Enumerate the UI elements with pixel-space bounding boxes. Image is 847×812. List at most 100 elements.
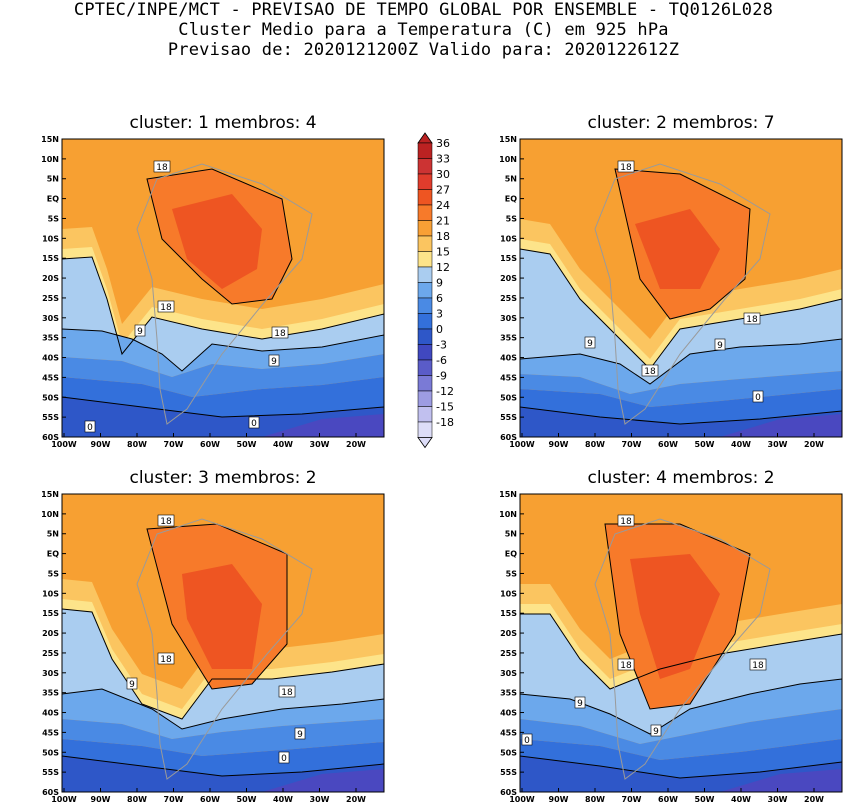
panel-title: cluster: 1 membros: 4	[129, 113, 317, 133]
lat-tick-label: 60S	[42, 433, 59, 442]
lat-tick-label: 35S	[42, 689, 59, 698]
lat-tick-label: 30S	[500, 669, 517, 678]
contour-line-18	[146, 523, 288, 690]
lat-tick-label: 45S	[42, 728, 59, 737]
contour-value-label: 18	[160, 303, 172, 313]
contour-value-label: 18	[160, 655, 172, 665]
colorbar-label: 15	[436, 246, 450, 259]
colorbar-label: 36	[436, 137, 450, 150]
header-line-2: Cluster Medio para a Temperatura (C) em …	[178, 20, 669, 40]
contour-value-label: 9	[271, 357, 277, 367]
figure-header: CPTEC/INPE/MCT - PREVISAO DE TEMPO GLOBA…	[0, 0, 847, 60]
band-24-27	[172, 194, 262, 289]
lat-tick-label: 20S	[42, 274, 59, 283]
colorbar-swatch	[417, 251, 433, 268]
band-12-15	[520, 604, 842, 689]
colorbar-swatch	[417, 266, 433, 283]
lat-tick-label: 35S	[500, 334, 517, 343]
lon-tick-label: 40W	[273, 440, 293, 449]
lat-tick-label: 55S	[500, 413, 517, 422]
band-3-6	[520, 709, 842, 760]
colorbar-label: 24	[436, 199, 450, 212]
coastline	[136, 518, 313, 780]
contour-value-label: 0	[524, 736, 530, 746]
lon-tick-label: 80W	[127, 440, 147, 449]
band-9-12	[62, 609, 384, 729]
colorbar-swatch	[417, 359, 433, 376]
colorbar-label: -9	[436, 370, 447, 383]
map-panel-cluster-4: cluster: 4 membros: 2 15N 10N 5N EQ 5S 10S 15S…	[499, 468, 843, 804]
lat-tick-label: 10N	[41, 510, 59, 519]
map-frame	[61, 138, 385, 438]
contour-line	[61, 328, 385, 372]
lat-tick-label: 25S	[42, 294, 59, 303]
lon-tick-label: 70W	[622, 440, 642, 449]
colorbar-label: 33	[436, 153, 450, 166]
band-24-27	[182, 564, 262, 669]
lat-tick-label: 5S	[48, 569, 60, 578]
map-panel-cluster-3: cluster: 3 membros: 2 15N 10N 5N EQ 5S 10S 15S…	[41, 468, 385, 804]
contour-value-label: 9	[587, 339, 593, 349]
colorbar-swatch	[417, 158, 433, 175]
lat-tick-label: 50S	[500, 393, 517, 402]
lat-tick-label: EQ	[505, 550, 517, 559]
contour-value-label: 18	[644, 367, 656, 377]
panel-title: cluster: 2 membros: 7	[587, 113, 775, 133]
colorbar-swatch	[417, 189, 433, 206]
colorbar-label: 21	[436, 215, 450, 228]
band-24-27	[630, 554, 720, 679]
lat-tick-label: 10N	[499, 155, 517, 164]
lat-tick-label: 55S	[500, 768, 517, 777]
lat-tick-label: 55S	[42, 413, 59, 422]
panel-title: cluster: 3 membros: 2	[129, 468, 317, 488]
coastline	[594, 518, 771, 780]
lon-tick-label: 80W	[585, 440, 605, 449]
map-frame	[519, 493, 843, 793]
band-9-12	[520, 249, 842, 384]
lon-tick-label: 100W	[509, 440, 535, 449]
lat-tick-label: 20S	[42, 629, 59, 638]
contour-line	[61, 608, 385, 720]
lat-tick-label: 25S	[500, 294, 517, 303]
lon-tick-label: 90W	[549, 440, 569, 449]
header-line-1: CPTEC/INPE/MCT - PREVISAO DE TEMPO GLOBA…	[73, 0, 774, 20]
colorbar-swatch	[417, 406, 433, 423]
band-6-9	[62, 689, 384, 739]
lat-tick-label: 60S	[500, 433, 517, 442]
band-coldest	[720, 414, 842, 437]
colorbar-swatch	[417, 235, 433, 252]
contour-value-label: 9	[653, 727, 659, 737]
lon-tick-label: 60W	[200, 795, 220, 804]
colorbar-label: 12	[436, 261, 450, 274]
lat-tick-label: 40S	[500, 354, 517, 363]
contour-value-label: 0	[281, 754, 287, 764]
contour-value-label: 18	[746, 315, 758, 325]
coastline	[136, 163, 313, 425]
lon-tick-label: 50W	[237, 795, 257, 804]
lon-tick-label: 60W	[200, 440, 220, 449]
colorbar-label: 0	[436, 323, 443, 336]
colorbar-label: -15	[436, 401, 454, 414]
lat-tick-label: 10S	[42, 589, 59, 598]
lon-tick-label: 90W	[91, 795, 111, 804]
band-9-12	[62, 257, 384, 371]
lon-tick-label: 20W	[346, 440, 366, 449]
contour-line	[519, 755, 843, 779]
lat-tick-label: EQ	[47, 550, 59, 559]
lat-tick-label: 5S	[506, 569, 518, 578]
lon-tick-label: 30W	[768, 440, 788, 449]
band-0-3	[520, 739, 842, 778]
map-canvas: 15N 10N 5N EQ 5S 10S 15S 20S 25S 30S 35S 40S 45S 50S 5…	[41, 490, 385, 804]
contour-value-label: 9	[717, 341, 723, 351]
lat-tick-label: 5N	[47, 175, 59, 184]
contour-line-18	[146, 168, 293, 305]
lon-tick-label: 70W	[164, 795, 184, 804]
lon-tick-label: 30W	[310, 440, 330, 449]
lon-tick-label: 90W	[91, 440, 111, 449]
lon-tick-label: 40W	[731, 440, 751, 449]
lat-tick-label: 15N	[41, 490, 59, 499]
map-frame	[519, 138, 843, 438]
lat-tick-label: 15S	[500, 609, 517, 618]
contour-value-label: 9	[129, 680, 135, 690]
lon-tick-label: 100W	[51, 440, 77, 449]
